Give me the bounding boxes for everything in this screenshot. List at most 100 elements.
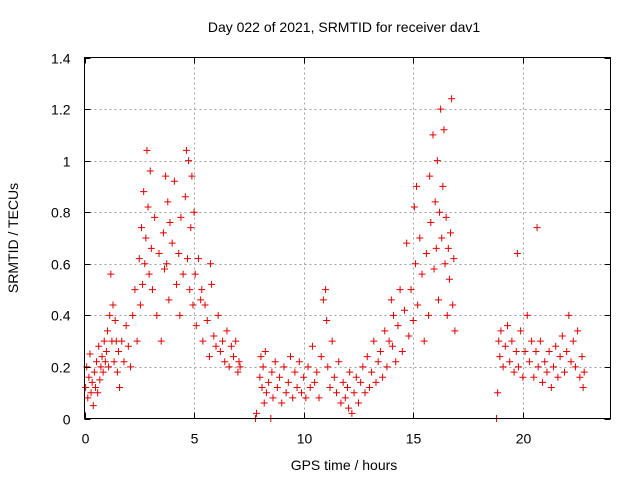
data-point [398,347,406,355]
data-point [269,394,277,402]
data-point [339,378,347,386]
data-point [550,363,558,371]
data-point [232,337,240,345]
data-point [352,373,360,381]
data-point [372,378,380,386]
data-point [429,131,437,139]
data-point [392,358,400,366]
data-point [88,378,96,386]
data-point [388,342,396,350]
data-point [114,347,122,355]
data-point [337,399,345,407]
data-point [390,311,398,319]
data-point [381,327,389,335]
data-point [510,368,518,376]
data-point [205,353,213,361]
data-point [306,384,314,392]
data-point [271,358,279,366]
data-point [313,368,321,376]
data-point [543,368,551,376]
y-tick-label: 0.6 [51,257,71,273]
data-point [140,188,148,196]
data-point [418,270,426,278]
data-point [137,224,145,232]
data-point [300,373,308,381]
data-point [291,368,299,376]
data-point [142,234,150,242]
data-point [262,389,270,397]
data-point [225,363,233,371]
data-point [173,280,181,288]
data-point [221,358,229,366]
data-point [93,358,101,366]
data-point [235,358,243,366]
data-point [420,337,428,345]
data-point [311,378,319,386]
data-point [105,363,113,371]
data-point [91,384,99,392]
data-point [497,327,505,335]
data-point [512,347,520,355]
data-point [499,363,507,371]
data-point [441,260,449,268]
data-point [508,337,516,345]
data-point [166,219,174,227]
data-point [120,358,128,366]
data-point [430,265,438,273]
data-point [139,280,147,288]
data-point [260,399,268,407]
data-point [426,172,434,180]
data-point [101,358,109,366]
data-point [370,337,378,345]
data-point [257,353,265,361]
data-point [227,342,235,350]
data-point [90,368,98,376]
data-point [445,275,453,283]
data-point [124,342,132,350]
data-point [110,358,118,366]
data-point [361,389,369,397]
data-point [503,322,511,330]
data-point [192,322,200,330]
data-point [416,234,424,242]
data-point [567,358,575,366]
data-point [116,384,124,392]
data-point [165,296,173,304]
data-point [444,244,452,252]
data-point [414,301,422,309]
data-point [449,301,457,309]
data-point [136,301,144,309]
data-point [175,249,183,257]
data-point [280,363,288,371]
data-point [547,384,555,392]
data-point [141,260,149,268]
data-point [385,337,393,345]
data-point [348,409,356,417]
data-point [434,296,442,304]
data-point [556,353,564,361]
data-point [495,337,503,345]
data-point [506,358,514,366]
x-tick-label: 20 [516,431,532,447]
data-point [203,317,211,325]
data-point [95,342,103,350]
data-point [431,198,439,206]
data-point [525,358,533,366]
data-point [162,172,170,180]
data-point [135,255,143,263]
data-point [433,157,441,165]
data-point [85,373,93,381]
chart-title: Day 022 of 2021, SRMTID for receiver dav… [208,19,481,35]
data-point [282,389,290,397]
data-point [324,363,332,371]
data-point [268,368,276,376]
data-point [131,286,139,294]
data-point [293,384,301,392]
data-point [181,193,189,201]
data-point [396,286,404,294]
data-point [287,353,295,361]
data-point [102,347,110,355]
x-tick-label: 0 [82,431,90,447]
